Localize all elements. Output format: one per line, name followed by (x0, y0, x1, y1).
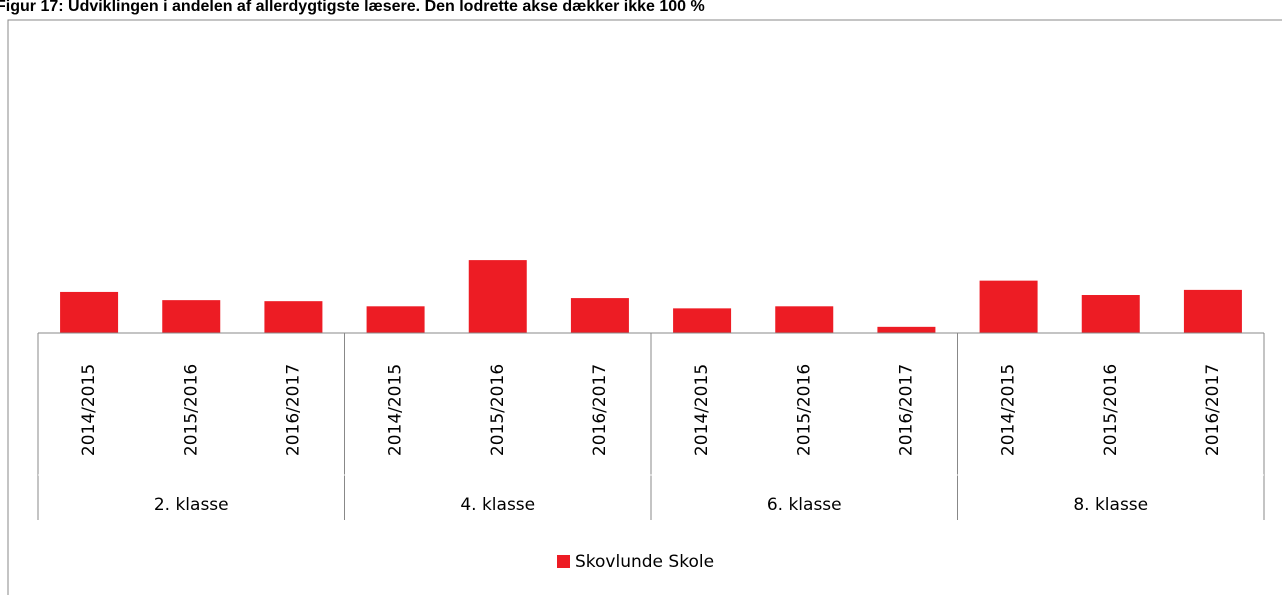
bar (468, 260, 527, 333)
x-tick-label: 2014/2015 (692, 364, 712, 456)
bar (162, 300, 221, 333)
x-tick-label: 2014/2015 (386, 364, 406, 456)
x-tick-label: 2016/2017 (590, 364, 610, 456)
bar (1081, 295, 1140, 333)
x-tick-label: 2016/2017 (896, 364, 916, 456)
bar (775, 306, 834, 333)
bar (1183, 289, 1242, 333)
group-label: 8. klasse (1073, 495, 1148, 515)
x-tick-label: 2014/2015 (999, 364, 1019, 456)
x-tick-label: 2014/2015 (79, 364, 99, 456)
bar (366, 306, 425, 333)
chart-border (7, 19, 1282, 595)
group-label: 4. klasse (460, 495, 535, 515)
x-tick-label: 2015/2016 (1101, 364, 1121, 456)
chart-title: Figur 17: Udviklingen i andelen af aller… (0, 0, 705, 15)
bar (570, 298, 629, 333)
x-tick-label: 2015/2016 (794, 364, 814, 456)
x-tick-label: 2015/2016 (181, 364, 201, 456)
x-tick-label: 2016/2017 (283, 364, 303, 456)
bar (673, 308, 732, 333)
group-label: 6. klasse (767, 495, 842, 515)
legend-swatch (557, 555, 570, 568)
x-tick-label: 2015/2016 (488, 364, 508, 456)
bar (979, 280, 1038, 333)
bar (264, 301, 323, 333)
bar (877, 326, 936, 333)
bar (60, 291, 119, 333)
x-tick-label: 2016/2017 (1203, 364, 1223, 456)
group-label: 2. klasse (154, 495, 229, 515)
legend-label: Skovlunde Skole (575, 552, 714, 572)
